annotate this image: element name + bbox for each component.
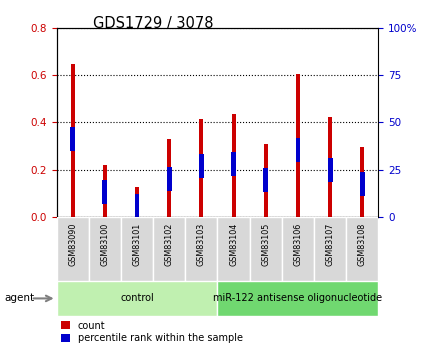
Bar: [231, 114, 235, 217]
Text: GSM83102: GSM83102: [164, 223, 173, 266]
Bar: [56, 281, 217, 316]
Bar: [281, 217, 313, 281]
Bar: [328, 117, 331, 217]
Text: agent: agent: [4, 294, 34, 303]
Bar: [166, 167, 171, 190]
Bar: [135, 187, 138, 217]
Bar: [263, 168, 268, 192]
Bar: [153, 217, 185, 281]
Text: GSM83103: GSM83103: [197, 223, 205, 266]
Bar: [199, 119, 203, 217]
Bar: [230, 152, 236, 176]
Bar: [167, 139, 171, 217]
Text: GSM83107: GSM83107: [325, 223, 334, 266]
Bar: [263, 144, 267, 217]
Text: miR-122 antisense oligonucleotide: miR-122 antisense oligonucleotide: [213, 294, 381, 303]
Bar: [295, 138, 300, 161]
Text: GSM83105: GSM83105: [261, 223, 270, 266]
Text: GSM83090: GSM83090: [68, 223, 77, 266]
Bar: [198, 155, 204, 178]
Bar: [134, 194, 139, 218]
Bar: [217, 281, 378, 316]
Bar: [359, 172, 364, 196]
Text: control: control: [120, 294, 154, 303]
Text: GDS1729 / 3078: GDS1729 / 3078: [92, 16, 213, 30]
Bar: [313, 217, 345, 281]
Bar: [89, 217, 121, 281]
Bar: [296, 74, 299, 217]
Text: GSM83101: GSM83101: [132, 223, 141, 266]
Bar: [217, 217, 249, 281]
Bar: [71, 65, 74, 217]
Bar: [345, 217, 378, 281]
Bar: [121, 217, 153, 281]
Legend: count, percentile rank within the sample: count, percentile rank within the sample: [61, 321, 242, 344]
Bar: [70, 127, 75, 151]
Bar: [102, 180, 107, 204]
Bar: [327, 158, 332, 182]
Text: GSM83106: GSM83106: [293, 223, 302, 266]
Text: GSM83108: GSM83108: [357, 223, 366, 266]
Bar: [103, 165, 106, 217]
Bar: [56, 217, 89, 281]
Bar: [185, 217, 217, 281]
Bar: [360, 147, 363, 217]
Bar: [249, 217, 281, 281]
Text: GSM83104: GSM83104: [229, 223, 237, 266]
Text: GSM83100: GSM83100: [100, 223, 109, 266]
